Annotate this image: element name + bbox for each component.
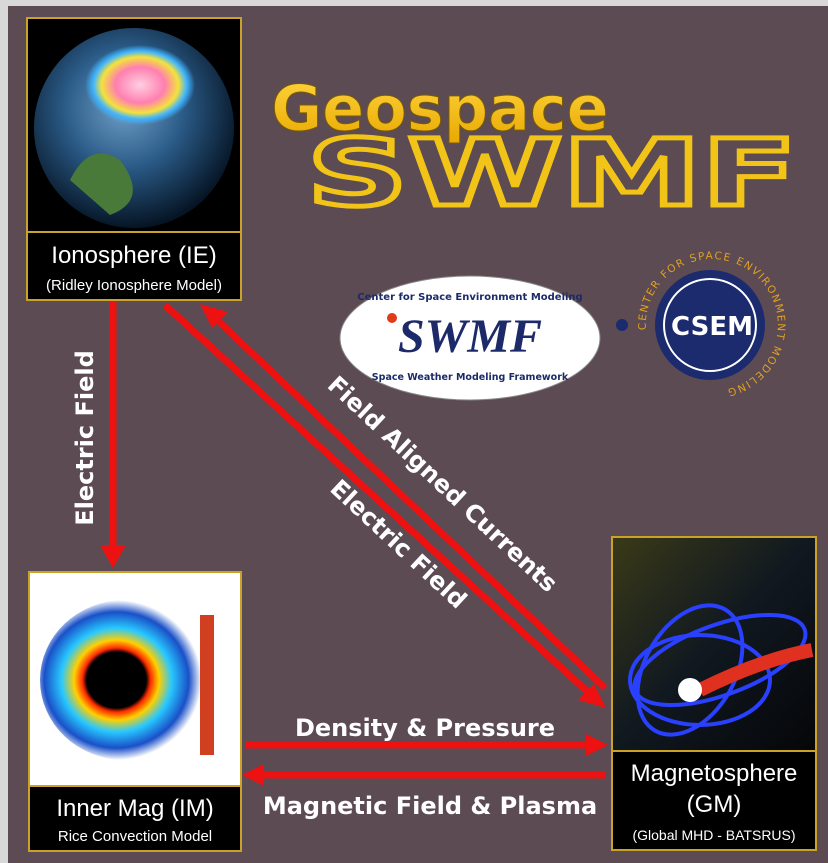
land <box>70 153 133 215</box>
node-label: Magnetosphere <box>631 760 798 787</box>
logo-text: SWMF <box>398 310 542 363</box>
csem-ring <box>663 278 757 372</box>
node-sublabel: (Ridley Ionosphere Model) <box>46 277 222 294</box>
title: Geospace <box>271 72 608 145</box>
node-sublabel: (Global MHD - BATSRUS) <box>632 827 795 843</box>
node-label-box <box>26 231 242 301</box>
earth <box>678 678 702 702</box>
aurora <box>85 45 195 125</box>
logo-text: Space Weather Modeling Framework <box>372 372 569 383</box>
edge-label: Density & Pressure <box>295 714 555 742</box>
arrow <box>162 302 593 697</box>
arrowhead <box>242 764 264 786</box>
node-sublabel: Rice Convection Model <box>58 828 212 845</box>
arrow <box>212 315 608 691</box>
edge-label: Electric Field <box>71 350 99 526</box>
arrows <box>100 302 608 786</box>
node-label-box <box>611 750 817 851</box>
field-lines <box>628 603 808 737</box>
arrowhead <box>200 304 228 328</box>
node-label-box <box>28 785 242 852</box>
logo-text: Center for Space Environment Modeling <box>357 292 582 303</box>
border <box>0 0 828 6</box>
colorbar <box>200 615 214 755</box>
logo-text: CSEM <box>671 312 753 342</box>
plasma <box>696 643 814 697</box>
subtitle: SWMF <box>307 120 797 227</box>
logo-dot <box>387 313 397 323</box>
csem-logo <box>655 270 765 380</box>
logo-dot <box>616 319 628 331</box>
node-label: Inner Mag (IM) <box>56 795 213 822</box>
node-label: (GM) <box>687 791 742 818</box>
border <box>0 0 8 863</box>
arrowhead <box>100 545 126 568</box>
rcm-plot <box>40 600 210 760</box>
arrowhead <box>586 734 608 756</box>
arrowhead <box>578 684 606 708</box>
edge-label: Magnetic Field & Plasma <box>263 792 597 820</box>
node-label: Ionosphere (IE) <box>51 242 216 269</box>
swmf-logo <box>339 275 601 401</box>
